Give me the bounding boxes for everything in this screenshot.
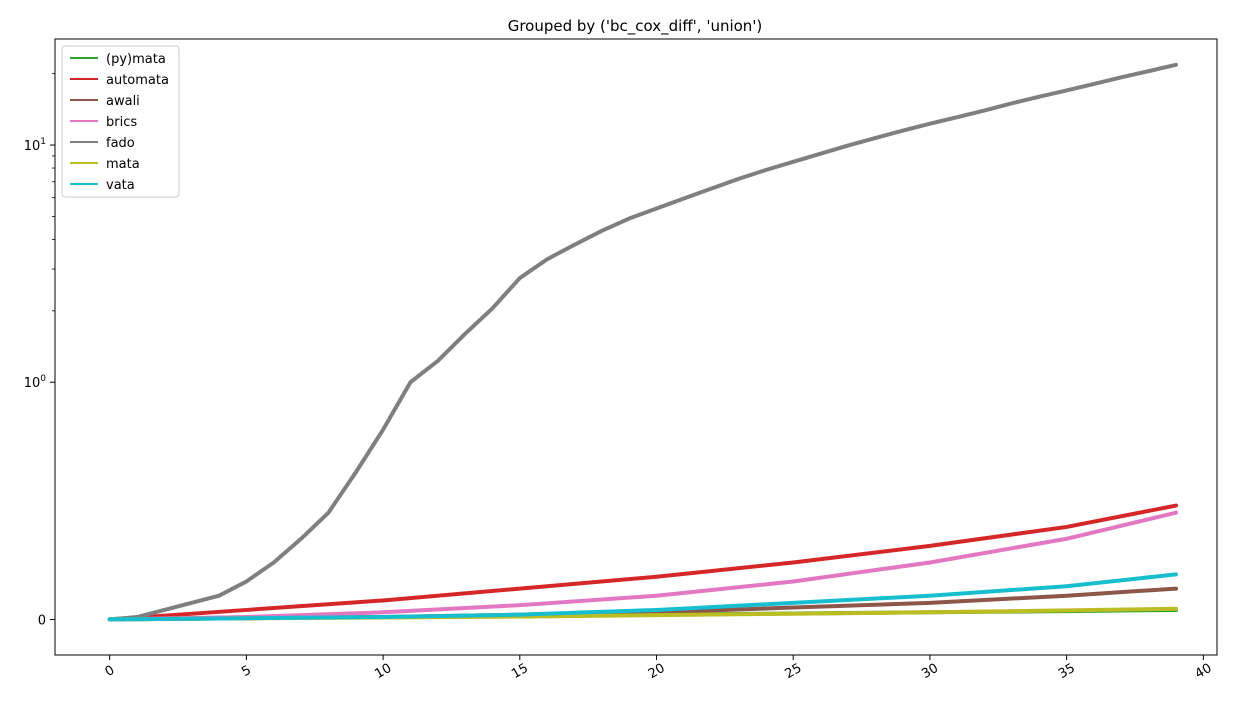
y-tick-label: 0 <box>38 613 46 628</box>
legend-label: brics <box>106 115 137 130</box>
y-tick-exponent: 1 <box>40 137 46 147</box>
x-tick-label: 30 <box>919 661 941 682</box>
legend-label: vata <box>106 178 135 193</box>
series-line-brics <box>107 510 1178 622</box>
x-tick-label: 20 <box>646 661 668 682</box>
x-tick-label: 25 <box>783 661 805 682</box>
y-tick-exponent: 0 <box>40 374 46 384</box>
legend-label: fado <box>106 136 135 151</box>
series-layer <box>107 62 1178 622</box>
series-line-vata <box>107 572 1178 622</box>
y-tick-base: 10 <box>24 139 41 154</box>
series-line-fado <box>107 62 1178 622</box>
legend-box <box>61 45 180 198</box>
legend-label: automata <box>106 73 169 88</box>
x-tick-label: 10 <box>372 661 394 682</box>
legend-label: (py)mata <box>106 52 166 67</box>
chart-title: Grouped by ('bc_cox_diff', 'union') <box>508 17 763 36</box>
series-line-automata <box>107 503 1178 622</box>
x-tick-label: 40 <box>1193 661 1215 682</box>
y-tick-base: 0 <box>38 613 46 628</box>
x-tick-label: 35 <box>1056 661 1078 682</box>
y-tick-base: 10 <box>24 376 41 391</box>
x-tick-label: 15 <box>509 661 531 682</box>
y-tick-label: 100 <box>24 374 47 391</box>
legend-label: mata <box>106 157 140 172</box>
legend: (py)mata automata awali brics fado mata vata <box>61 45 180 198</box>
y-tick-label: 101 <box>24 137 46 154</box>
legend-label: awali <box>106 94 140 109</box>
plot-frame <box>54 38 1218 656</box>
